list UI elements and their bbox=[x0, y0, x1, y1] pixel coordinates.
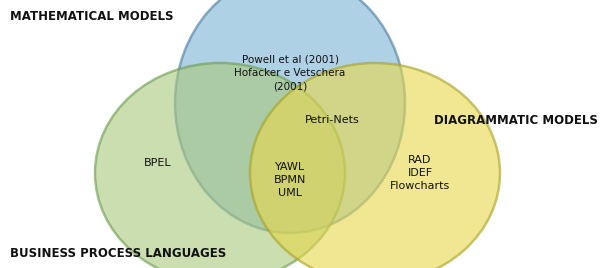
Text: BPEL: BPEL bbox=[144, 158, 172, 168]
Ellipse shape bbox=[175, 0, 405, 233]
Text: RAD
IDEF
Flowcharts: RAD IDEF Flowcharts bbox=[390, 155, 450, 191]
Ellipse shape bbox=[250, 63, 500, 268]
Text: Powell et al (2001)
Hofacker e Vetschera
(2001): Powell et al (2001) Hofacker e Vetschera… bbox=[235, 55, 346, 91]
Text: YAWL
BPMN
UML: YAWL BPMN UML bbox=[274, 162, 306, 198]
Text: MATHEMATICAL MODELS: MATHEMATICAL MODELS bbox=[10, 10, 174, 23]
Ellipse shape bbox=[95, 63, 345, 268]
Text: Petri-Nets: Petri-Nets bbox=[305, 115, 359, 125]
Text: BUSINESS PROCESS LANGUAGES: BUSINESS PROCESS LANGUAGES bbox=[10, 247, 226, 260]
Text: DIAGRAMMATIC MODELS: DIAGRAMMATIC MODELS bbox=[434, 114, 598, 126]
